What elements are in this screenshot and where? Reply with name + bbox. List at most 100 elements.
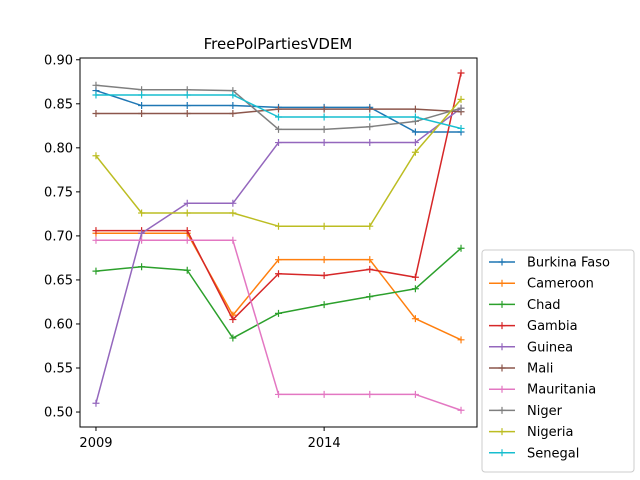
series-point-4-1: [138, 229, 146, 237]
y-tick-label-2: 0.60: [44, 317, 73, 332]
legend-marker-9: [498, 449, 506, 457]
series-point-8-0: [92, 152, 100, 160]
series-point-5-2: [183, 109, 191, 117]
series-point-3-7: [411, 273, 419, 281]
series-point-2-4: [275, 309, 282, 317]
legend-label-9: Senegal: [527, 446, 579, 461]
series-point-5-7: [411, 105, 419, 113]
series-point-7-4: [275, 125, 282, 133]
legend-label-6: Mauritania: [527, 383, 596, 398]
series-point-8-3: [229, 209, 237, 217]
legend-marker-0: [498, 258, 506, 266]
series-point-9-7: [411, 113, 419, 121]
y-tick-label-0: 0.50: [44, 406, 73, 421]
series-point-2-0: [92, 267, 100, 275]
y-tick-label-8: 0.90: [44, 53, 73, 68]
legend: Burkina Faso Cameroon Chad Gambia Guinea Mali…: [481, 249, 635, 473]
y-tick-label-4: 0.70: [44, 229, 73, 244]
series-point-4-5: [320, 139, 328, 147]
series-point-7-5: [320, 125, 328, 133]
series-point-6-1: [138, 236, 146, 244]
legend-box: [481, 249, 635, 473]
series-point-1-5: [320, 256, 328, 264]
series-point-8-2: [183, 209, 191, 217]
legend-label-1: Cameroon: [527, 277, 594, 292]
series-point-3-3: [229, 316, 237, 324]
series-point-3-4: [275, 270, 282, 278]
series-point-2-5: [320, 301, 328, 309]
legend-marker-3: [498, 322, 506, 330]
series-point-4-0: [92, 399, 100, 407]
series-point-7-8: [457, 104, 465, 112]
series-point-2-2: [183, 266, 191, 274]
series-point-9-3: [229, 91, 237, 99]
series-point-6-0: [92, 236, 100, 244]
series-point-9-2: [183, 91, 191, 99]
series-point-0-3: [229, 102, 237, 110]
legend-marker-6: [498, 385, 506, 393]
series-point-0-2: [183, 102, 191, 110]
x-tick-label-0: 2009: [79, 436, 112, 451]
series-point-5-6: [366, 105, 374, 113]
legend-marker-2: [498, 300, 506, 308]
series-point-7-0: [92, 81, 100, 89]
legend-label-2: Chad: [527, 298, 561, 313]
series-point-4-2: [183, 199, 191, 207]
series-point-6-8: [457, 406, 465, 414]
series-point-2-6: [366, 293, 374, 301]
series-point-4-6: [366, 139, 374, 147]
legend-marker-8: [498, 428, 506, 436]
legend-label-4: Guinea: [527, 340, 573, 355]
series-point-3-8: [457, 69, 465, 77]
series-point-9-5: [320, 113, 328, 121]
series-point-8-5: [320, 222, 328, 230]
series-point-6-7: [411, 390, 419, 398]
x-tick-label-1: 2014: [308, 436, 341, 451]
y-tick-label-5: 0.75: [44, 185, 73, 200]
series-point-8-4: [275, 222, 282, 230]
series-point-5-0: [92, 109, 100, 117]
series-point-5-3: [229, 109, 237, 117]
series-point-5-5: [320, 105, 328, 113]
series-point-3-5: [320, 272, 328, 280]
legend-label-3: Gambia: [527, 319, 578, 334]
series-point-0-1: [138, 102, 146, 110]
plot-area: [92, 69, 465, 414]
series-point-9-1: [138, 91, 146, 99]
axes-frame: [79, 57, 478, 428]
series-point-2-7: [411, 285, 419, 293]
series-point-6-2: [183, 236, 191, 244]
y-tick-label-7: 0.85: [44, 97, 73, 112]
series-point-6-5: [320, 390, 328, 398]
legend-label-5: Mali: [527, 362, 553, 377]
series-point-6-3: [229, 236, 237, 244]
legend-marker-5: [498, 364, 506, 372]
series-point-4-3: [229, 199, 237, 207]
series-point-2-8: [457, 244, 465, 252]
series-point-5-4: [275, 105, 282, 113]
axes: 0.50 0.55 0.60 0.65 0.70 0.75 0.80 0.85 0.90 2009…: [44, 53, 478, 451]
legend-marker-4: [498, 343, 506, 351]
y-tick-label-1: 0.55: [44, 361, 73, 376]
series-point-3-6: [366, 265, 374, 273]
chart-title: FreePolPartiesVDEM: [204, 35, 353, 53]
legend-label-0: Burkina Faso: [527, 256, 610, 271]
legend-label-8: Nigeria: [527, 425, 574, 440]
series-point-8-7: [411, 148, 419, 156]
legend-marker-7: [498, 406, 506, 414]
series-point-9-4: [275, 113, 282, 121]
series-point-2-3: [229, 334, 237, 342]
series-point-1-6: [366, 256, 374, 264]
series-point-9-8: [457, 124, 465, 132]
series-point-3-0: [92, 227, 100, 235]
series-point-2-1: [138, 263, 146, 271]
series-point-4-4: [275, 139, 282, 147]
series-point-5-1: [138, 109, 146, 117]
series-point-1-4: [275, 256, 282, 264]
y-tick-label-3: 0.65: [44, 273, 73, 288]
series-point-4-7: [411, 139, 419, 147]
series-point-7-6: [366, 123, 374, 131]
series-point-0-7: [411, 128, 419, 136]
series-point-8-1: [138, 209, 146, 217]
